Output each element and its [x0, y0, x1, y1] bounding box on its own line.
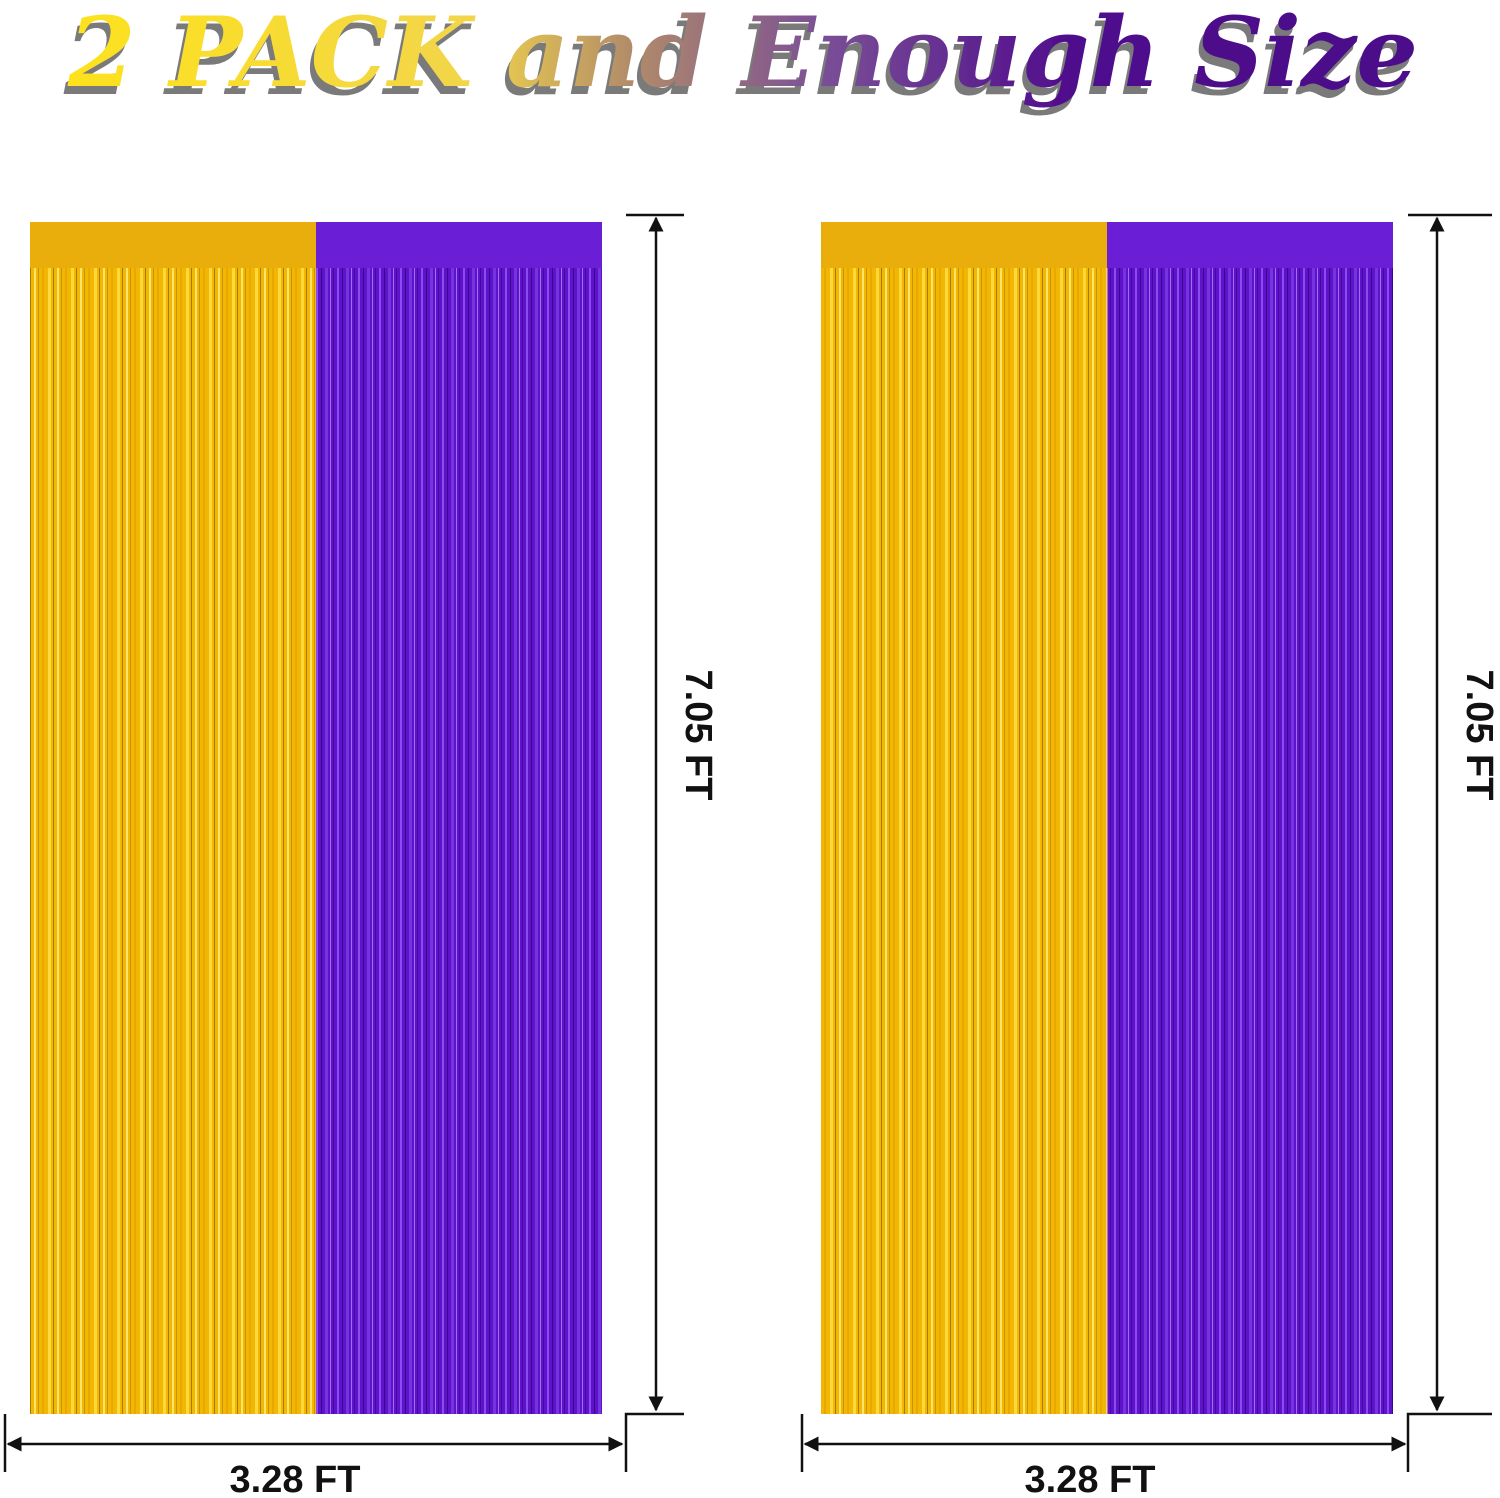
width-dimension-2 [800, 1414, 1407, 1472]
gold-header-band [30, 222, 316, 268]
curtain-1 [30, 222, 602, 1414]
height-dimension-1 [624, 213, 684, 1472]
height-dimension-2 [1406, 213, 1492, 1472]
gold-panel [821, 222, 1107, 1414]
title: 2 PACK and Enough Size [67, 0, 1418, 109]
purple-header-band [1107, 222, 1393, 268]
purple-panel [316, 222, 602, 1414]
width-label: 3.28 FT [230, 1459, 361, 1498]
width-label: 3.28 FT [1025, 1459, 1156, 1498]
height-label: 7.05 FT [1458, 670, 1500, 801]
curtain-2 [821, 222, 1393, 1414]
height-label: 7.05 FT [677, 670, 719, 801]
width-dimension-1 [3, 1414, 624, 1472]
purple-header-band [316, 222, 602, 268]
gold-panel [30, 222, 316, 1414]
purple-panel [1107, 222, 1393, 1414]
gold-header-band [821, 222, 1107, 268]
